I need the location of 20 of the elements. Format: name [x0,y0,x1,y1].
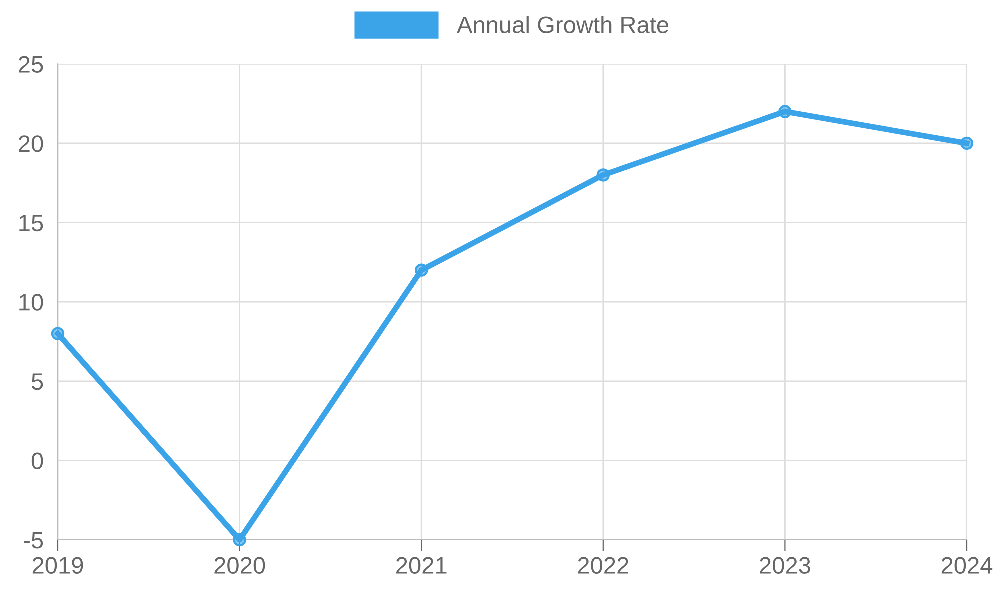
point [233,533,246,547]
x-tick-label: 2024 [942,557,993,574]
y-tick-label: 15 [20,215,44,232]
x-tick-label: 2020 [214,557,266,574]
point [960,136,974,150]
y-tick-label: 0 [32,452,44,470]
x-tick-label: 2021 [396,557,447,574]
y-tick-label: 25 [19,56,44,73]
x-tick-label: 2019 [32,557,84,574]
legend-label: Annual Growth Rate [457,16,669,34]
y-tick-label: 10 [20,294,44,311]
x-tick-label: 2023 [760,557,810,574]
point [778,105,792,118]
y-tick-label: -5 [24,532,44,549]
point [596,168,610,182]
y-tick-label: 5 [32,374,44,390]
point [415,264,428,277]
y-tick-label: 20 [19,136,44,152]
x-tick-label: 2022 [578,557,628,574]
point [51,327,65,340]
